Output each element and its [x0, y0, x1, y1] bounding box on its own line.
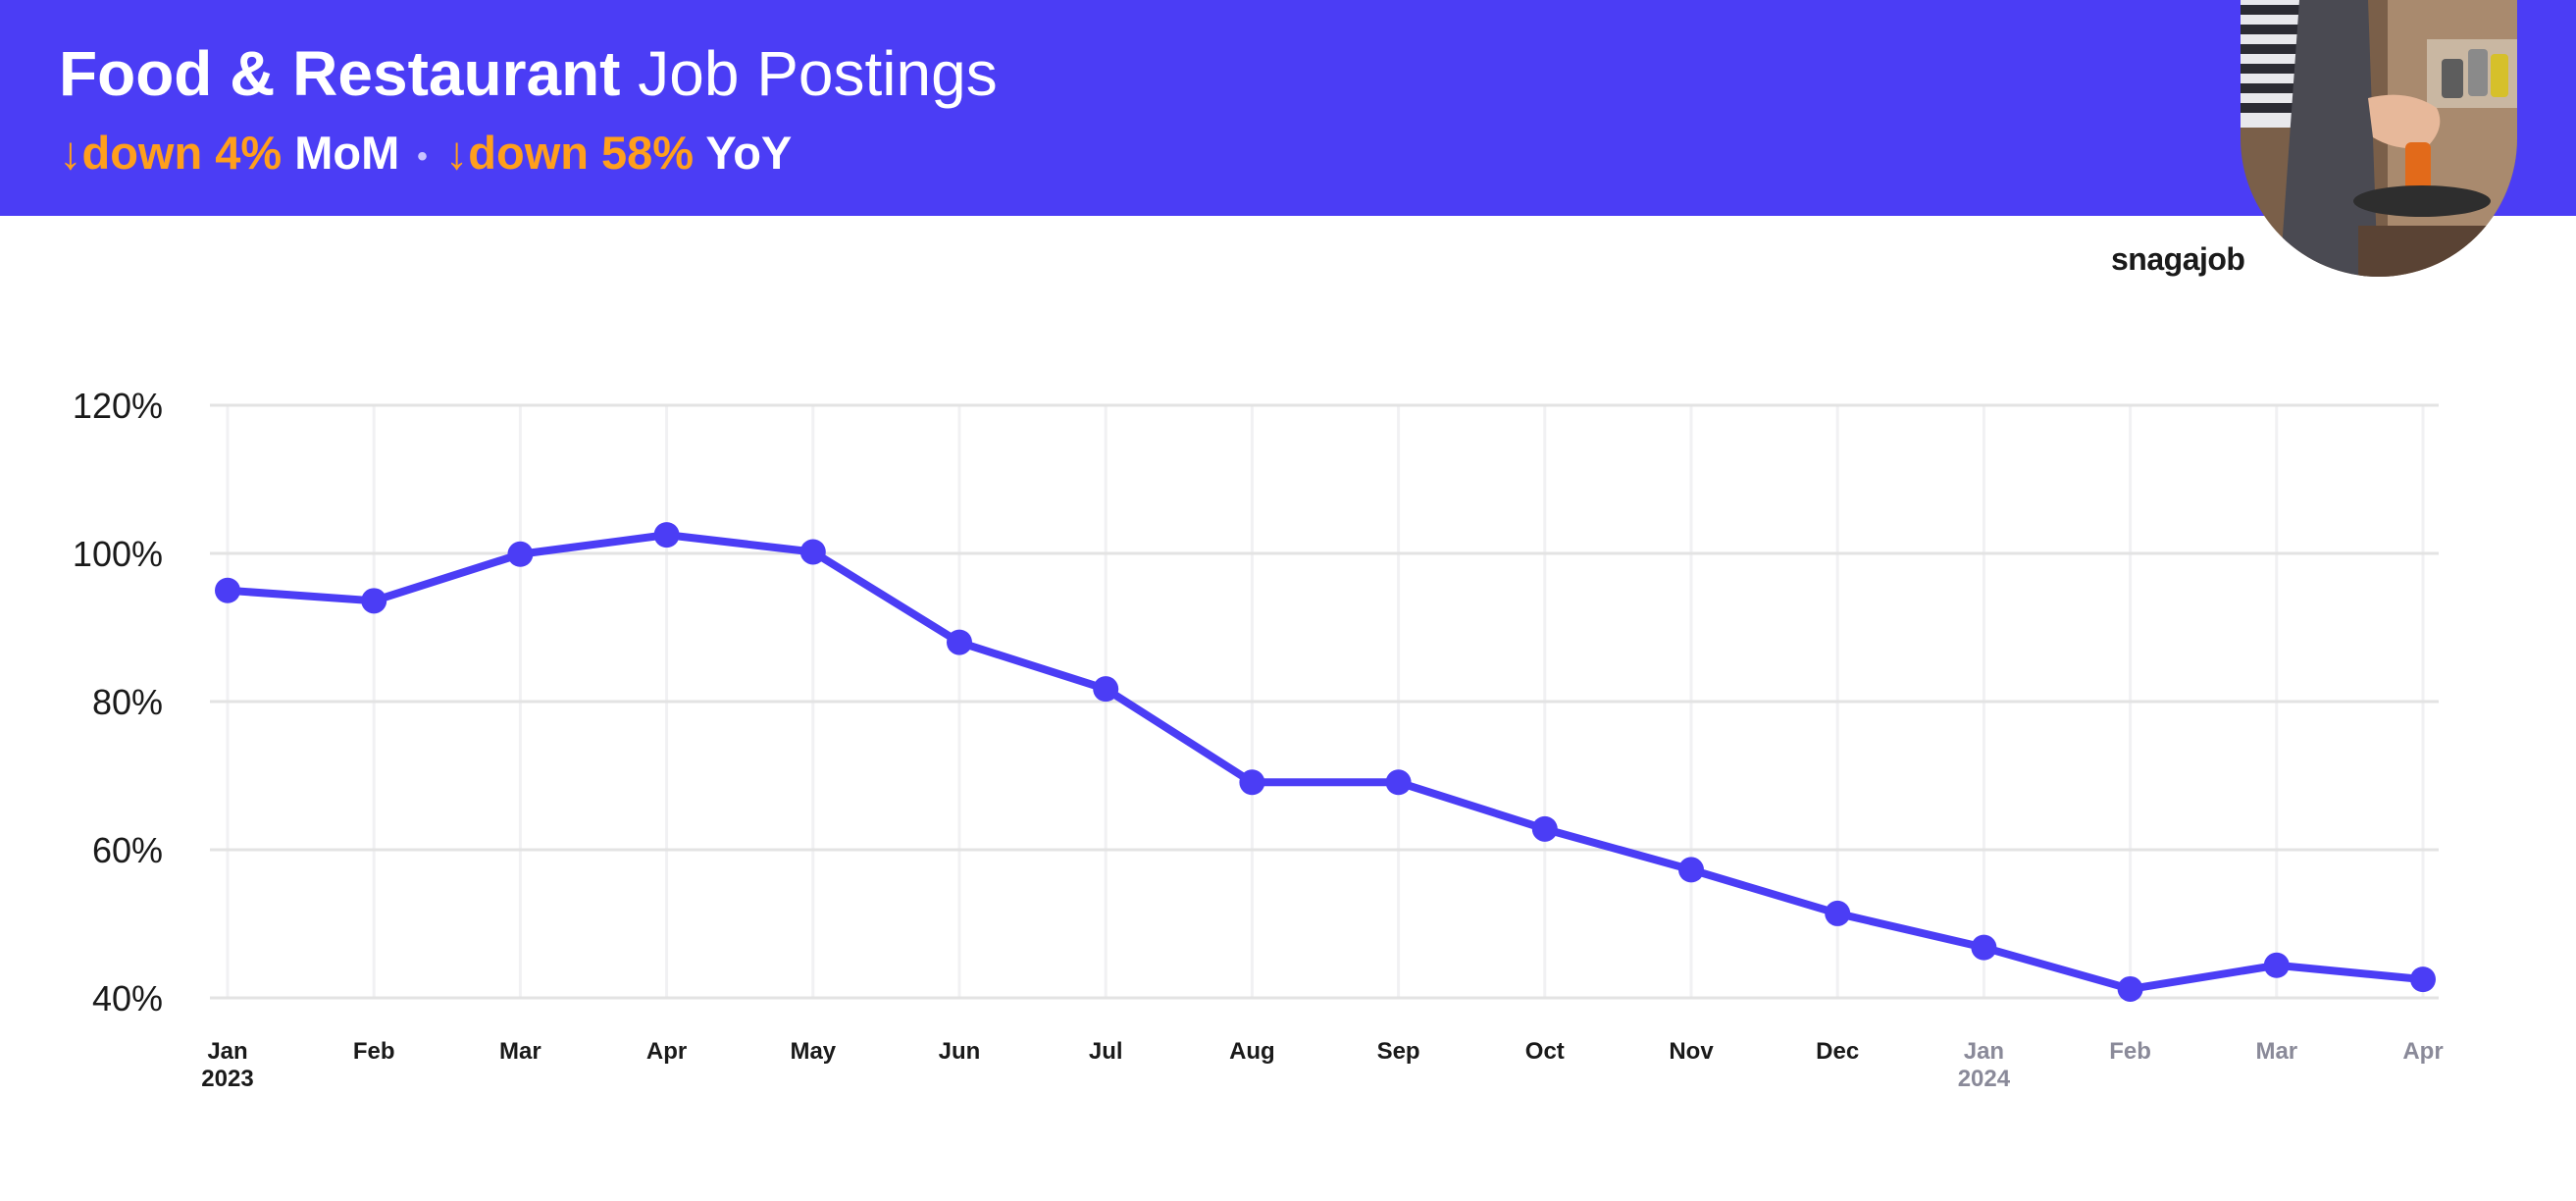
series-postings	[215, 522, 2436, 1002]
data-point	[361, 588, 387, 614]
separator-dot: •	[417, 139, 428, 173]
change-summary: ↓down 4% MoM • ↓down 58% YoY	[59, 124, 792, 186]
data-point	[215, 577, 240, 603]
down-arrow-icon: ↓	[444, 127, 469, 179]
page-title: Food & Restaurant Job Postings	[59, 35, 998, 112]
x-tick-label: Sep	[1377, 1038, 1420, 1065]
data-point	[2410, 966, 2436, 993]
x-tick-label: Apr	[646, 1038, 687, 1065]
y-tick-label: 40%	[92, 978, 163, 1018]
data-point	[2263, 952, 2290, 978]
header-banner: Food & Restaurant Job Postings ↓down 4% …	[0, 0, 2576, 216]
x-tick-label: Feb	[353, 1038, 395, 1065]
x-tick-label: Mar	[499, 1038, 541, 1065]
data-point	[2117, 975, 2143, 1002]
data-point	[799, 539, 826, 565]
data-point	[1093, 676, 1119, 703]
x-tick-label: Jan	[1964, 1038, 2004, 1065]
x-tick-year-label: 2023	[201, 1066, 253, 1092]
grid-lines	[210, 403, 2439, 1000]
data-point	[1385, 769, 1412, 796]
x-tick-label: May	[790, 1038, 836, 1065]
data-point	[1678, 857, 1704, 883]
y-tick-label: 120%	[73, 386, 163, 426]
x-tick-label: Apr	[2402, 1038, 2443, 1065]
yoy-label: YoY	[705, 127, 793, 179]
y-tick-label: 100%	[73, 534, 163, 574]
mom-change-value: down 4%	[81, 127, 283, 179]
y-axis-ticks: 40% 60% 80% 100% 120%	[73, 386, 163, 1018]
y-tick-label: 60%	[92, 830, 163, 870]
x-tick-label: Oct	[1525, 1038, 1565, 1065]
data-point	[507, 541, 534, 567]
yoy-change-value: down 58%	[468, 127, 695, 179]
x-tick-label: Jul	[1089, 1038, 1123, 1065]
down-arrow-icon: ↓	[59, 127, 82, 179]
x-tick-label: Jan	[207, 1038, 247, 1065]
data-point	[1239, 769, 1265, 796]
x-tick-year-label: 2024	[1958, 1066, 2011, 1092]
x-tick-label: Nov	[1669, 1038, 1714, 1065]
barista-photo-illustration	[2241, 0, 2517, 277]
x-tick-label: Dec	[1816, 1038, 1859, 1065]
y-tick-label: 80%	[92, 682, 163, 722]
mom-label: MoM	[294, 127, 400, 179]
x-tick-label: Feb	[2109, 1038, 2151, 1065]
x-tick-label: Aug	[1229, 1038, 1275, 1065]
x-tick-label: Jun	[939, 1038, 981, 1065]
series-line	[224, 531, 2427, 993]
title-subject: Job Postings	[638, 38, 998, 109]
data-point	[1531, 815, 1558, 842]
title-category: Food & Restaurant	[59, 38, 621, 109]
data-point	[1825, 900, 1851, 926]
snagajob-logo: snagajob	[2111, 241, 2245, 277]
x-tick-label: Mar	[2255, 1038, 2297, 1065]
data-point	[1971, 934, 1997, 961]
data-point	[947, 629, 972, 655]
header-photo	[2241, 0, 2517, 277]
data-point	[653, 522, 680, 548]
